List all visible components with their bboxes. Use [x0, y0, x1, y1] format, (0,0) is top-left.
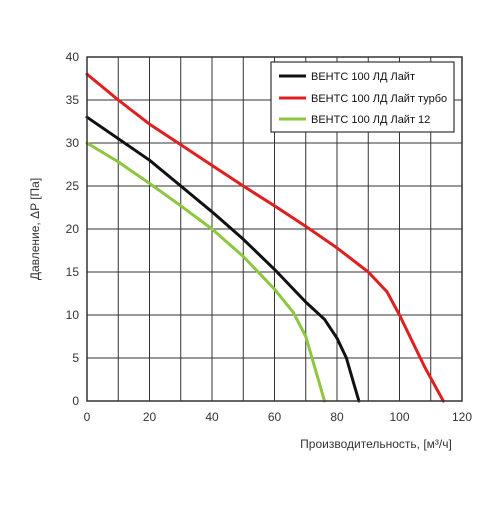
y-tick-label: 30	[66, 136, 80, 150]
x-tick-label: 40	[205, 410, 219, 424]
series-line-2	[85, 72, 445, 403]
x-tick-label: 100	[389, 410, 409, 424]
y-tick-label: 40	[66, 50, 80, 64]
legend: ВЕНТС 100 ЛД Лайт ВЕНТС 100 ЛД Лайт турб…	[270, 61, 455, 133]
legend-label-1: ВЕНТС 100 ЛД Лайт	[311, 71, 415, 83]
series-lines	[85, 72, 445, 403]
y-tick-label: 20	[66, 222, 80, 236]
x-tick-label: 60	[268, 410, 282, 424]
y-tick-label: 5	[72, 351, 79, 365]
y-tick-label: 15	[66, 265, 80, 279]
x-tick-label: 120	[452, 410, 472, 424]
y-axis-title: Давление, ΔP [Па]	[28, 178, 42, 280]
x-axis-title: Производительность, [м³/ч]	[300, 437, 452, 451]
y-tick-label: 25	[66, 179, 80, 193]
plot-frame	[86, 56, 463, 402]
y-tick-label: 10	[66, 308, 80, 322]
series-line-3	[85, 141, 326, 403]
tick-labels: 0 20 40 60 80 100 120 0 5 10 15 20 25 30 35 40	[66, 50, 473, 424]
x-tick-label: 20	[143, 410, 157, 424]
y-tick-label: 35	[66, 93, 80, 107]
legend-label-2: ВЕНТС 100 ЛД Лайт турбо	[311, 93, 447, 105]
legend-label-3: ВЕНТС 100 ЛД Лайт 12	[311, 114, 430, 126]
x-tick-label: 0	[84, 410, 91, 424]
x-tick-label: 80	[330, 410, 344, 424]
y-tick-label: 0	[72, 394, 79, 408]
series-line-1	[85, 115, 361, 403]
